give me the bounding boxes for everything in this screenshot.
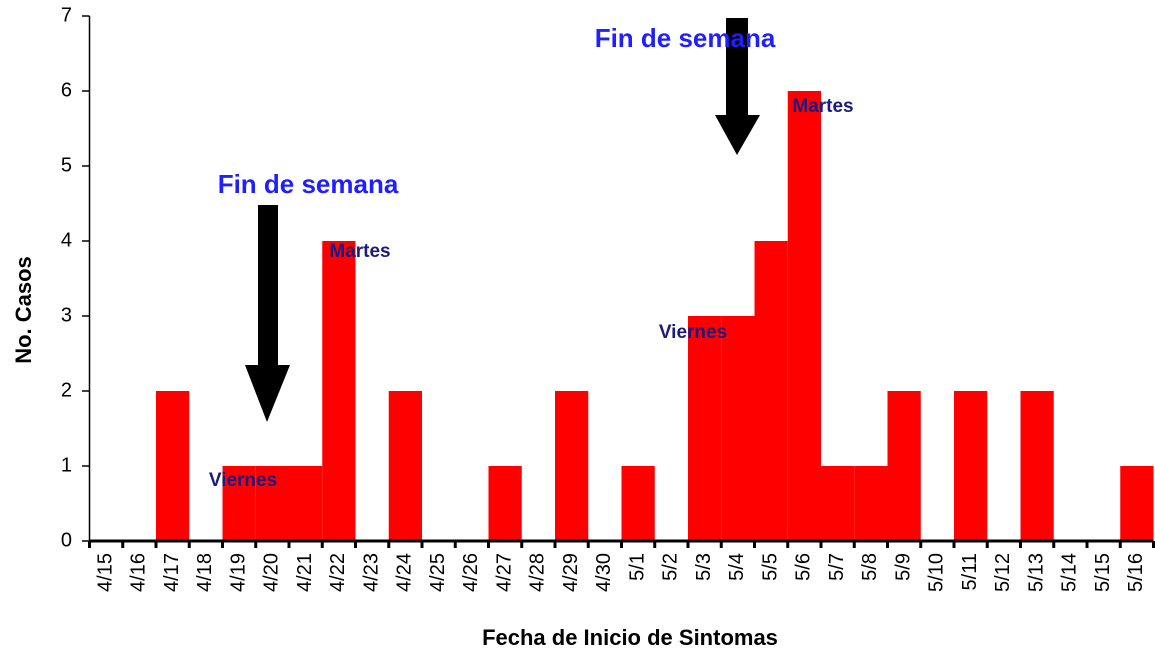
bar bbox=[721, 316, 755, 541]
y-tick-label: 4 bbox=[61, 229, 72, 251]
y-tick-label: 5 bbox=[61, 154, 72, 176]
x-tick-label: 5/11 bbox=[959, 553, 981, 590]
x-tick-label: 4/18 bbox=[194, 553, 216, 592]
bar bbox=[156, 391, 190, 541]
bar bbox=[621, 466, 655, 541]
y-tick-label: 6 bbox=[61, 79, 72, 101]
bar bbox=[255, 466, 289, 541]
bar bbox=[854, 466, 888, 541]
x-tick-label: 4/22 bbox=[327, 553, 349, 592]
arrow bbox=[726, 18, 748, 117]
x-tick-label: 5/3 bbox=[693, 553, 715, 581]
x-tick-label: 5/12 bbox=[992, 553, 1014, 592]
x-tick-label: 5/13 bbox=[1025, 553, 1047, 592]
x-tick-label: 4/23 bbox=[360, 553, 382, 592]
x-tick-label: 5/8 bbox=[859, 553, 881, 581]
bar bbox=[954, 391, 988, 541]
arrow bbox=[258, 205, 278, 367]
x-tick-label: 4/21 bbox=[294, 553, 316, 592]
bar bbox=[488, 466, 522, 541]
y-tick-label: 0 bbox=[61, 529, 72, 551]
bar bbox=[555, 391, 589, 541]
bar bbox=[787, 91, 821, 541]
x-tick-label: 4/24 bbox=[394, 553, 416, 592]
x-tick-label: 4/20 bbox=[261, 553, 283, 592]
x-tick-label: 4/15 bbox=[94, 553, 116, 592]
bar bbox=[821, 466, 855, 541]
x-tick-label: 5/5 bbox=[759, 553, 781, 581]
annotation: Viernes bbox=[209, 470, 277, 491]
x-tick-label: 4/19 bbox=[227, 553, 249, 592]
x-tick-label: 4/27 bbox=[493, 553, 515, 592]
x-tick-label: 5/4 bbox=[726, 553, 748, 581]
bar bbox=[887, 391, 921, 541]
x-tick-label: 5/2 bbox=[660, 553, 682, 581]
arrow-head bbox=[245, 365, 290, 422]
y-axis-title: No. Casos bbox=[11, 256, 36, 364]
x-tick-label: 4/25 bbox=[427, 553, 449, 592]
x-axis-title: Fecha de Inicio de Sintomas bbox=[482, 625, 778, 650]
x-tick-label: 5/9 bbox=[892, 553, 914, 581]
arrow-head bbox=[715, 115, 760, 155]
annotation: Fin de semana bbox=[218, 169, 399, 199]
annotation: Martes bbox=[792, 96, 853, 117]
x-tick-label: 4/16 bbox=[128, 553, 150, 592]
x-tick-label: 4/26 bbox=[460, 553, 482, 592]
bar bbox=[1120, 466, 1154, 541]
x-tick-label: 4/29 bbox=[560, 553, 582, 592]
x-tick-label: 5/10 bbox=[926, 553, 948, 592]
x-tick-label: 4/28 bbox=[527, 553, 549, 592]
bar bbox=[322, 241, 356, 541]
x-tick-label: 5/14 bbox=[1059, 553, 1081, 592]
annotation: Fin de semana bbox=[595, 23, 776, 53]
x-tick-label: 4/30 bbox=[593, 553, 615, 592]
bar bbox=[388, 391, 422, 541]
bar bbox=[222, 466, 256, 541]
x-tick-label: 5/1 bbox=[626, 553, 648, 581]
bar bbox=[688, 316, 722, 541]
bar bbox=[754, 241, 788, 541]
y-tick-label: 1 bbox=[61, 454, 72, 476]
x-tick-label: 5/6 bbox=[793, 553, 815, 581]
y-tick-label: 3 bbox=[61, 304, 72, 326]
y-tick-label: 7 bbox=[61, 4, 72, 26]
y-tick-label: 2 bbox=[61, 379, 72, 401]
bar bbox=[1020, 391, 1054, 541]
annotation: Viernes bbox=[659, 322, 727, 343]
annotation: Martes bbox=[329, 241, 390, 262]
x-tick-label: 5/15 bbox=[1092, 553, 1114, 592]
x-tick-label: 5/16 bbox=[1125, 553, 1147, 592]
x-tick-label: 5/7 bbox=[826, 553, 848, 581]
x-tick-label: 4/17 bbox=[161, 553, 183, 592]
bar bbox=[289, 466, 323, 541]
